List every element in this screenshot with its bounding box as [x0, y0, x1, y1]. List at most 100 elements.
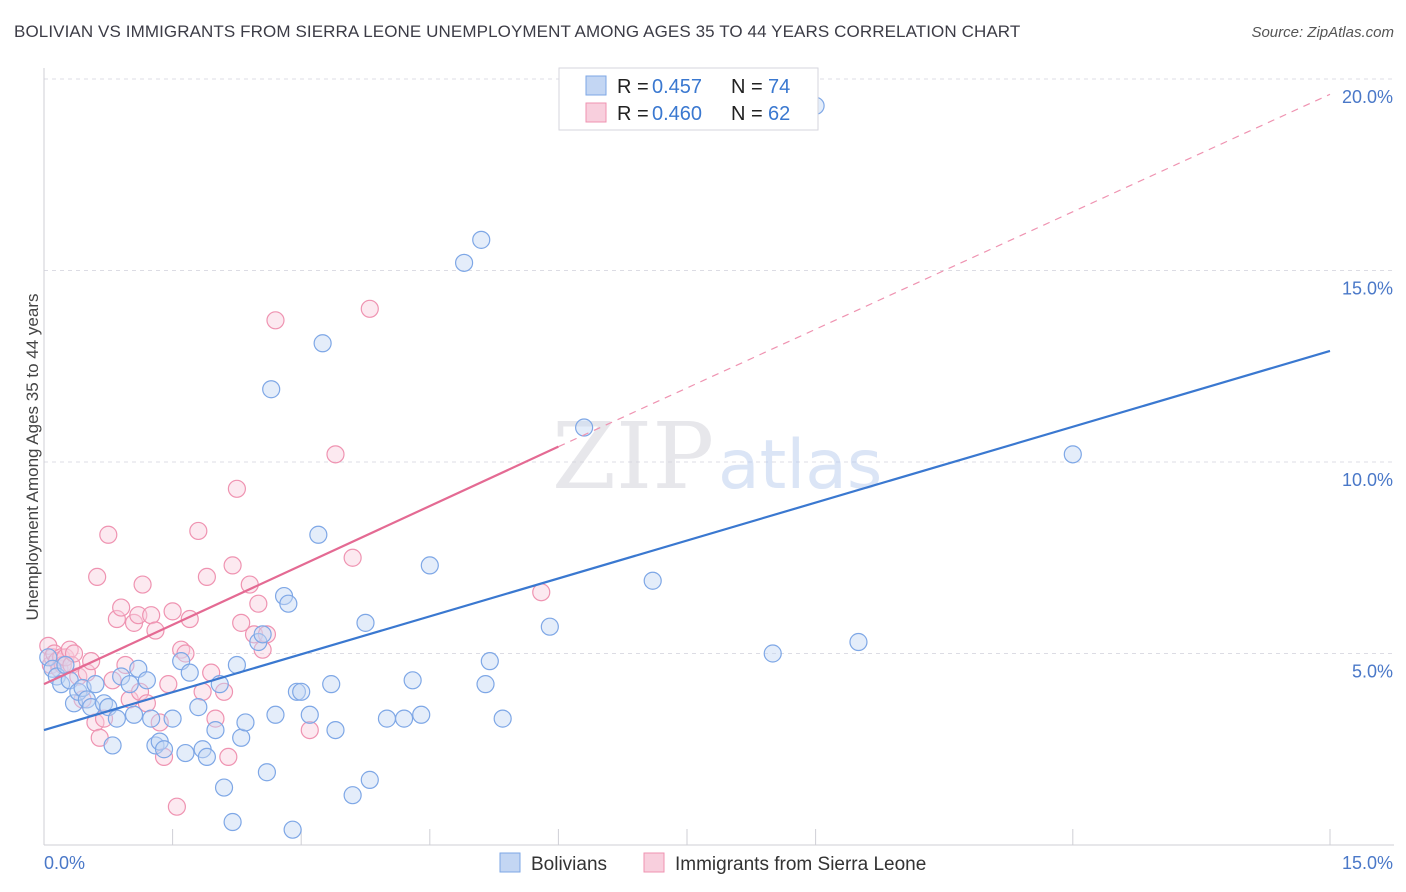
scatter-point-bolivian [1063, 445, 1082, 464]
y-tick-label: 10.0% [1342, 470, 1393, 490]
scatter-point-bolivian [377, 709, 397, 728]
scatter-point-bolivian [540, 617, 559, 636]
scatter-point-sierra-leone [82, 652, 101, 671]
scatter-point-bolivian [103, 736, 122, 755]
scatter-point-bolivian [575, 418, 594, 437]
legend-r-value-blue: 0.457 [652, 76, 702, 98]
scatter-point-bolivian [39, 648, 58, 667]
x-tick-label-min: 0.0% [44, 853, 85, 873]
legend-n-value-blue: 74 [768, 76, 790, 98]
scatter-point-bolivian [292, 682, 311, 701]
bottom-legend-label-bolivians: Bolivians [531, 854, 607, 875]
scatter-point-sierra-leone [130, 682, 150, 701]
scatter-point-bolivian [343, 786, 362, 805]
series-bolivians-points [39, 96, 1082, 839]
scatter-point-bolivian [137, 671, 156, 690]
scatter-point-bolivian [849, 632, 868, 652]
scatter-point-bolivian [472, 230, 491, 249]
scatter-point-bolivian [180, 663, 199, 682]
scatter-point-bolivian [197, 747, 216, 767]
scatter-point-bolivian [142, 709, 161, 728]
scatter-point-bolivian [356, 613, 375, 632]
legend-n-label-pink: N = [731, 103, 768, 125]
scatter-point-bolivian [403, 671, 422, 690]
y-tick-label: 20.0% [1342, 87, 1393, 107]
watermark-atlas: atlas [718, 426, 882, 505]
scatter-point-sierra-leone [129, 606, 148, 625]
scatter-point-sierra-leone [189, 521, 208, 541]
scatter-point-sierra-leone [107, 609, 126, 629]
y-tick-label: 5.0% [1352, 662, 1393, 682]
scatter-point-bolivian [262, 380, 281, 399]
bottom-legend: Bolivians Immigrants from Sierra Leone [499, 852, 926, 875]
legend-swatch-pink [585, 102, 607, 123]
scatter-point-bolivian [480, 652, 499, 671]
scatter-point-sierra-leone [112, 598, 131, 617]
scatter-point-bolivian [163, 709, 182, 728]
x-ticks [172, 829, 1331, 845]
scatter-point-bolivian [763, 644, 782, 663]
scatter-point-sierra-leone [326, 445, 345, 464]
scatter-point-sierra-leone [219, 747, 238, 767]
stats-legend: R = 0.457 N = 74 R = 0.460 N = 62 [558, 67, 819, 131]
scatter-point-bolivian [236, 713, 255, 732]
scatter-point-bolivian [124, 705, 144, 724]
scatter-point-sierra-leone [133, 575, 152, 594]
scatter-point-bolivian [223, 812, 242, 832]
scatter-point-bolivian [120, 675, 139, 694]
scatter-point-sierra-leone [240, 575, 259, 594]
scatter-point-bolivian [253, 625, 272, 644]
scatter-point-bolivian [476, 675, 495, 694]
trend-lines [43, 93, 1331, 732]
legend-n-label-blue: N = [731, 76, 768, 98]
scatter-point-sierra-leone [99, 525, 118, 544]
scatter-point-bolivian [394, 709, 414, 728]
scatter-point-bolivian [279, 594, 298, 613]
scatter-point-bolivian [257, 763, 277, 782]
scatter-point-bolivian [493, 709, 512, 728]
scatter-point-sierra-leone [197, 567, 216, 587]
legend-r-value-pink: 0.460 [652, 103, 702, 125]
scatter-point-sierra-leone [343, 548, 362, 567]
legend-swatch-blue [585, 75, 607, 96]
scatter-point-bolivian [287, 682, 307, 701]
scatter-point-sierra-leone [266, 311, 285, 330]
trend-line-sierra-leone-extension [558, 93, 1331, 448]
scatter-point-bolivian [322, 675, 341, 694]
scatter-point-bolivian [360, 770, 379, 789]
scatter-point-bolivian [214, 778, 234, 797]
scatter-point-bolivian [154, 740, 174, 759]
scatter-point-bolivian [107, 709, 126, 728]
scatter-point-sierra-leone [88, 567, 107, 587]
scatter-point-sierra-leone [159, 675, 178, 694]
series-sierra-leone-points [39, 299, 551, 816]
scatter-point-sierra-leone [223, 556, 242, 575]
scatter-point-sierra-leone [360, 299, 379, 318]
scatter-point-sierra-leone [227, 479, 246, 498]
legend-r-label-blue: R = [617, 76, 654, 98]
source-credit: Source: ZipAtlas.com [1251, 24, 1394, 41]
scatter-point-bolivian [643, 571, 662, 590]
scatter-point-sierra-leone [163, 602, 182, 621]
watermark: ZIP atlas [552, 403, 882, 510]
trend-line-bolivians [43, 349, 1331, 732]
scatter-point-bolivian [326, 720, 345, 740]
scatter-point-bolivian [420, 556, 439, 575]
scatter-point-bolivian [189, 698, 208, 717]
scatter-point-bolivian [313, 334, 332, 353]
legend-r-label-pink: R = [617, 103, 654, 125]
scatter-point-bolivian [300, 705, 319, 724]
x-tick-label-max: 15.0% [1342, 853, 1393, 873]
scatter-point-bolivian [266, 705, 285, 724]
scatter-point-bolivian [86, 675, 105, 694]
watermark-zip: ZIP [552, 403, 714, 510]
y-tick-label: 15.0% [1342, 279, 1393, 299]
y-tick-labels: 5.0% 10.0% 15.0% 20.0% [1342, 87, 1393, 682]
bottom-legend-swatch-pink [643, 852, 665, 873]
legend-n-value-pink: 62 [768, 103, 790, 125]
scatter-point-bolivian [176, 743, 195, 763]
scatter-point-bolivian [206, 720, 225, 740]
scatter-point-sierra-leone [167, 797, 186, 816]
scatter-point-sierra-leone [232, 613, 251, 632]
